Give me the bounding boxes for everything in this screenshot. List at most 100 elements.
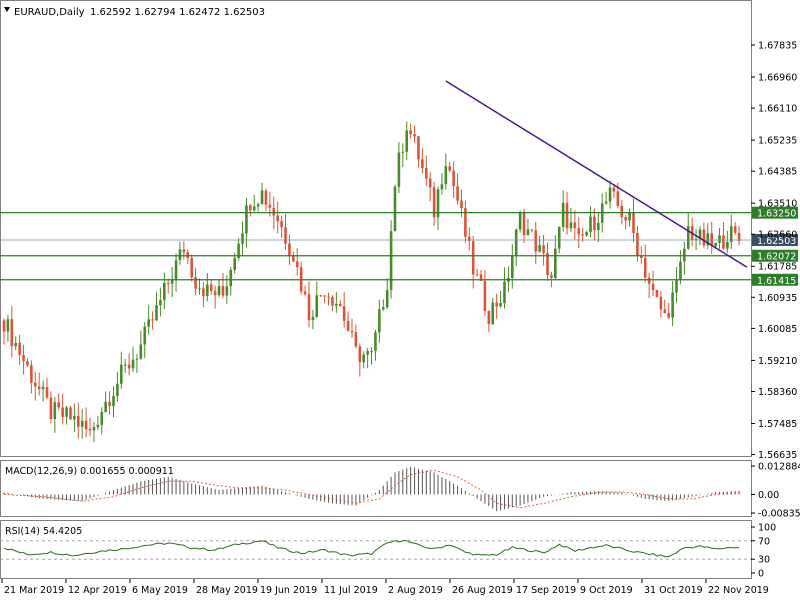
time-axis: 21 Mar 2019 12 Apr 2019 6 May 2019 28 May 2… <box>1 579 769 596</box>
candle-body <box>225 286 229 296</box>
candle-body <box>444 166 448 185</box>
macd-panel: 0.012884 0.00 -0.008356 <box>3 462 800 520</box>
quote-values: 1.62592 1.62794 1.62472 1.62503 <box>90 7 265 18</box>
candle-body <box>33 382 37 387</box>
candle-body <box>264 190 268 205</box>
rsi-tick-label: 100 <box>758 523 776 534</box>
candles <box>2 121 741 443</box>
rsi-tick-label: 70 <box>758 536 770 547</box>
candle-body <box>202 288 205 297</box>
candle-body <box>542 245 545 254</box>
candle-body <box>272 207 276 216</box>
candle-body <box>581 234 584 236</box>
rsi-panel-frame <box>0 520 752 579</box>
candle-body <box>467 236 471 242</box>
candle-body <box>22 354 25 362</box>
candle-body <box>706 233 710 246</box>
candle-body <box>84 420 88 430</box>
candle-body <box>534 230 538 252</box>
candle-body <box>659 296 663 310</box>
candle-body <box>401 151 405 153</box>
candle-body <box>397 152 401 187</box>
candle-body <box>569 222 573 229</box>
candle-body <box>405 130 409 152</box>
candle-body <box>366 350 369 355</box>
candle-body <box>671 292 674 318</box>
candle-body <box>116 383 119 396</box>
candle-body <box>378 309 381 333</box>
time-tick-label: 11 Jul 2019 <box>324 585 378 596</box>
candle-body <box>151 319 154 321</box>
time-tick-label: 9 Oct 2019 <box>580 585 633 596</box>
candle-body <box>284 227 287 244</box>
triangle-down-icon[interactable] <box>4 7 10 12</box>
candle-body <box>131 359 135 369</box>
candle-body <box>166 282 170 284</box>
candle-body <box>636 232 639 256</box>
candle-body <box>217 285 221 296</box>
candle-body <box>73 416 76 420</box>
candle-body <box>49 397 53 419</box>
rsi-title: RSI(14) 54.4205 <box>5 526 82 537</box>
candle-body <box>479 274 483 281</box>
price-tick-label: 1.56635 <box>758 450 797 461</box>
candle-body <box>624 217 627 221</box>
candle-body <box>698 229 702 239</box>
macd-signal-line <box>3 469 740 509</box>
candle-body <box>288 243 291 256</box>
rsi-tick-label: 30 <box>758 555 770 566</box>
current-price-label: 1.62503 <box>757 236 796 247</box>
current-price-tag <box>752 233 798 246</box>
candle-body <box>522 212 526 236</box>
candle-body <box>514 229 518 257</box>
price-axis: 1.67835 1.66960 1.66110 1.65235 1.64385 1.635… <box>751 41 797 461</box>
candle-body <box>245 205 248 234</box>
time-tick-label: 2 Aug 2019 <box>388 585 443 596</box>
candle-body <box>65 407 68 417</box>
time-tick-label: 28 May 2019 <box>196 585 258 596</box>
candle-body <box>526 229 530 236</box>
macd-tick-label: 0.012884 <box>758 462 800 473</box>
price-tick-label: 1.60085 <box>758 324 797 335</box>
candle-body <box>163 282 166 301</box>
candle-body <box>338 304 342 307</box>
candle-body <box>303 291 307 295</box>
candle-body <box>428 178 432 188</box>
candle-body <box>640 255 643 259</box>
candle-body <box>495 302 498 307</box>
candle-body <box>327 296 330 298</box>
candle-body <box>198 288 201 290</box>
price-tick-label: 1.66960 <box>758 72 797 83</box>
candle-body <box>737 232 741 242</box>
candle-body <box>186 252 190 259</box>
candle-body <box>123 364 127 366</box>
macd-tick-label: 0.00 <box>758 490 779 501</box>
candle-body <box>331 297 334 306</box>
candle-body <box>252 206 256 211</box>
candle-body <box>319 295 323 297</box>
candle-body <box>88 429 92 431</box>
candle-body <box>221 285 225 296</box>
candle-body <box>612 187 616 192</box>
candle-body <box>620 205 624 218</box>
candle-body <box>733 226 737 233</box>
candle-body <box>718 235 721 243</box>
trend-line[interactable] <box>445 80 748 268</box>
candle-body <box>651 283 655 290</box>
candle-body <box>2 320 6 332</box>
candle-body <box>503 281 506 304</box>
candle-body <box>577 228 581 235</box>
candle-body <box>120 364 123 384</box>
candle-body <box>573 222 577 229</box>
candle-body <box>557 226 561 249</box>
candle-body <box>135 358 139 360</box>
candle-body <box>554 248 557 278</box>
candle-body <box>432 187 436 218</box>
candle-body <box>460 200 463 209</box>
candle-body <box>233 258 236 270</box>
time-tick-label: 31 Oct 2019 <box>644 585 703 596</box>
candle-body <box>182 249 186 253</box>
candle-body <box>127 364 131 369</box>
candle-body <box>30 365 33 383</box>
